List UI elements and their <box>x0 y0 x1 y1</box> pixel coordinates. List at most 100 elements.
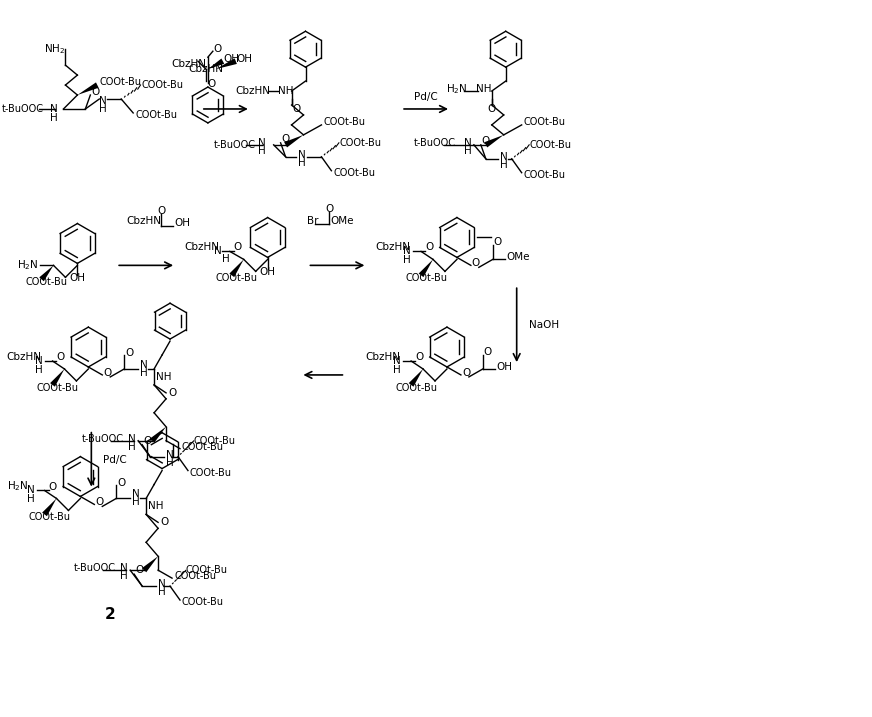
Text: OH: OH <box>237 54 253 64</box>
Text: COOt-Bu: COOt-Bu <box>141 80 183 90</box>
Text: OH: OH <box>260 267 276 277</box>
Text: O: O <box>293 104 301 114</box>
Text: COOt-Bu: COOt-Bu <box>37 383 78 393</box>
Text: O: O <box>126 348 133 358</box>
Text: CbzHN: CbzHN <box>184 242 219 252</box>
Polygon shape <box>150 427 166 443</box>
Polygon shape <box>216 58 237 69</box>
Text: CbzHN: CbzHN <box>365 352 400 362</box>
Text: O: O <box>484 347 492 357</box>
Text: NH: NH <box>156 372 172 382</box>
Text: NaOH: NaOH <box>528 320 559 330</box>
Text: N: N <box>297 150 305 160</box>
Text: t-BuOOC: t-BuOOC <box>73 563 115 573</box>
Text: N: N <box>140 360 148 370</box>
Text: CbzHN: CbzHN <box>188 64 223 74</box>
Text: CbzHN: CbzHN <box>235 86 271 96</box>
Polygon shape <box>284 135 303 148</box>
Text: NH$_2$: NH$_2$ <box>44 42 65 56</box>
Text: H: H <box>120 571 128 581</box>
Text: COOt-Bu: COOt-Bu <box>186 565 228 575</box>
Polygon shape <box>409 369 423 386</box>
Text: COOt-Bu: COOt-Bu <box>216 273 258 283</box>
Text: OH: OH <box>497 362 513 372</box>
Text: O: O <box>282 134 290 144</box>
Text: N: N <box>500 152 508 162</box>
Text: CbzHN: CbzHN <box>7 352 42 362</box>
Text: H: H <box>403 255 411 265</box>
Text: H$_2$N: H$_2$N <box>446 82 467 96</box>
Text: N: N <box>258 138 266 148</box>
Text: N: N <box>464 138 472 148</box>
Text: N: N <box>214 247 221 257</box>
Polygon shape <box>484 135 504 148</box>
Text: COOt-Bu: COOt-Bu <box>529 140 572 150</box>
Text: OH: OH <box>174 217 190 227</box>
Text: COOt-Bu: COOt-Bu <box>395 383 437 393</box>
Text: O: O <box>214 44 222 54</box>
Text: Pd/C: Pd/C <box>414 92 438 102</box>
Text: O: O <box>462 368 470 378</box>
Text: t-BuOOC: t-BuOOC <box>81 434 123 444</box>
Text: H: H <box>166 457 174 467</box>
Text: H$_2$N: H$_2$N <box>7 480 28 493</box>
Text: 2: 2 <box>105 607 116 622</box>
Text: OH: OH <box>70 273 85 283</box>
Polygon shape <box>50 369 65 386</box>
Polygon shape <box>39 265 53 281</box>
Text: H: H <box>393 365 401 375</box>
Text: CbzHN: CbzHN <box>375 242 410 252</box>
Text: N: N <box>128 434 136 444</box>
Text: COOt-Bu: COOt-Bu <box>182 597 224 607</box>
Text: OMe: OMe <box>330 216 354 226</box>
Text: H: H <box>140 368 148 378</box>
Text: N: N <box>26 485 34 495</box>
Text: CbzHN: CbzHN <box>171 59 206 69</box>
Text: t-BuOOC: t-BuOOC <box>214 140 255 150</box>
Text: COOt-Bu: COOt-Bu <box>25 277 68 288</box>
Text: O: O <box>494 237 502 247</box>
Text: H$_2$N: H$_2$N <box>17 258 38 272</box>
Text: t-BuOOC: t-BuOOC <box>414 138 456 148</box>
Text: COOt-Bu: COOt-Bu <box>524 117 566 127</box>
Polygon shape <box>142 556 158 572</box>
Text: OH: OH <box>224 54 240 64</box>
Text: N: N <box>120 563 128 573</box>
Text: COOt-Bu: COOt-Bu <box>405 273 447 283</box>
Text: O: O <box>482 136 490 146</box>
Text: O: O <box>103 368 112 378</box>
Text: O: O <box>95 498 104 508</box>
Text: H: H <box>133 498 140 508</box>
Text: O: O <box>234 242 242 252</box>
Text: COOt-Bu: COOt-Bu <box>524 170 566 180</box>
Polygon shape <box>78 82 99 95</box>
Text: H: H <box>128 442 136 452</box>
Text: O: O <box>472 258 480 268</box>
Text: COOt-Bu: COOt-Bu <box>190 467 232 478</box>
Text: Br: Br <box>308 216 319 226</box>
Text: COOt-Bu: COOt-Bu <box>135 110 177 120</box>
Text: O: O <box>168 388 176 398</box>
Polygon shape <box>419 260 433 277</box>
Text: O: O <box>415 352 423 362</box>
Text: N: N <box>403 247 411 257</box>
Text: CbzHN: CbzHN <box>126 216 161 226</box>
Text: OMe: OMe <box>507 252 530 262</box>
Text: COOt-Bu: COOt-Bu <box>194 436 236 446</box>
Text: O: O <box>207 79 215 89</box>
Text: NH: NH <box>476 84 492 94</box>
Text: H: H <box>297 158 305 168</box>
Text: O: O <box>143 436 152 446</box>
Text: COOt-Bu: COOt-Bu <box>99 77 141 87</box>
Text: H: H <box>464 146 472 156</box>
Text: NH: NH <box>277 86 293 96</box>
Text: N: N <box>393 356 401 366</box>
Text: O: O <box>117 478 126 488</box>
Polygon shape <box>208 59 224 69</box>
Text: N: N <box>166 450 174 460</box>
Text: O: O <box>157 206 165 216</box>
Text: COOt-Bu: COOt-Bu <box>324 117 365 127</box>
Text: O: O <box>92 87 99 97</box>
Text: O: O <box>57 352 65 362</box>
Text: Pd/C: Pd/C <box>103 455 127 465</box>
